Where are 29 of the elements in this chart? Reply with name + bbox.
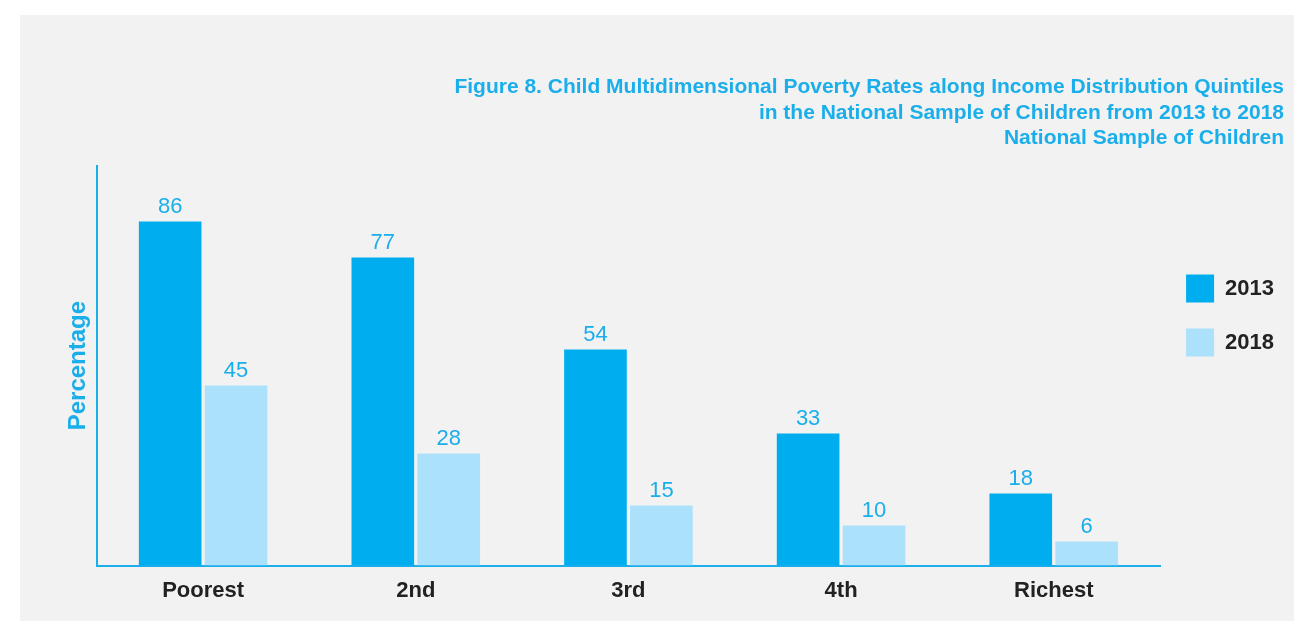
bar (842, 525, 906, 566)
bar (1055, 541, 1119, 566)
x-tick-label: 2nd (396, 576, 436, 602)
data-label: 28 (436, 424, 461, 450)
data-label: 77 (370, 228, 396, 254)
bar (564, 349, 627, 566)
x-tick-label: 3rd (611, 576, 646, 602)
x-tick-label: 4th (824, 576, 858, 602)
data-label: 18 (1008, 464, 1034, 490)
chart-title: Figure 8. Child Multidimensional Poverty Rates along Income Distribution Quintiles in the National Sample of Children from 2013 to 2018 National Sample of Children (454, 74, 1285, 148)
bar (989, 493, 1053, 566)
data-label: 33 (795, 404, 821, 430)
data-label: 86 (157, 192, 183, 218)
data-label: 10 (861, 496, 887, 522)
x-tick-label: Richest (1013, 576, 1095, 602)
bar (630, 505, 693, 566)
bar (776, 433, 840, 566)
bar (351, 257, 415, 566)
data-label: 15 (649, 476, 674, 502)
legend-label: 2013 (1225, 274, 1275, 300)
bar (138, 221, 202, 566)
data-label: 45 (223, 356, 249, 382)
x-tick-label: Poorest (162, 576, 245, 602)
data-label: 6 (1080, 512, 1093, 538)
bar (417, 453, 481, 566)
legend-label: 2018 (1225, 328, 1275, 354)
bar (204, 385, 268, 566)
data-label: 54 (583, 320, 608, 346)
y-axis-title: Percentage (63, 300, 91, 431)
